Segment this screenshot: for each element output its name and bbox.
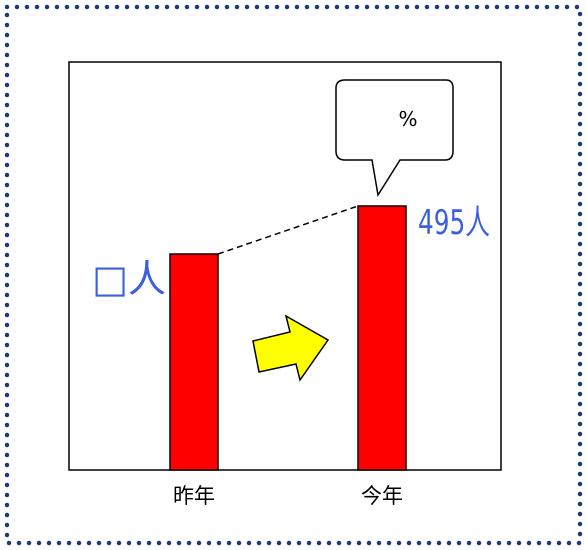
chart-layer: 昨年 今年 □人 495人 xyxy=(92,203,490,508)
value-label-1: □人 xyxy=(92,257,166,301)
bar-2 xyxy=(357,205,407,471)
x-tick-label-2: 今年 xyxy=(361,484,403,508)
arrow-icon xyxy=(252,314,330,382)
x-tick-label-1: 昨年 xyxy=(173,484,215,508)
dotted-border xyxy=(4,4,583,546)
callout-text: % xyxy=(398,107,417,131)
bar-1 xyxy=(169,253,219,471)
callout-bubble xyxy=(335,79,454,198)
trend-dashed-line xyxy=(217,205,359,255)
value-label-2: 495人 xyxy=(418,203,490,243)
